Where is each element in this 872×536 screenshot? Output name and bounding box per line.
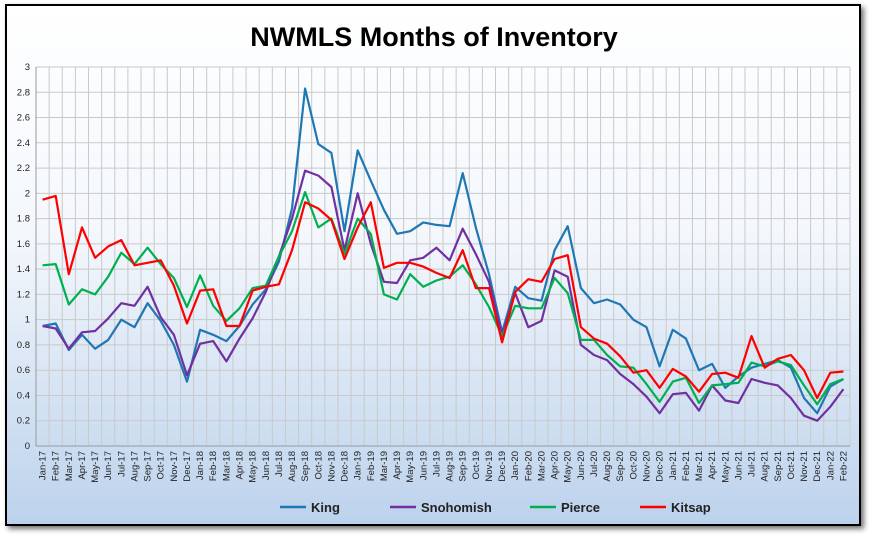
x-tick-label: Jan-17	[38, 451, 49, 480]
y-tick-label: 0	[25, 441, 30, 452]
legend-label-king: King	[311, 500, 340, 515]
x-tick-label: Aug-18	[287, 451, 298, 482]
x-tick-label: Oct-18	[313, 451, 324, 480]
x-tick-label: Jul-19	[431, 451, 442, 477]
series-line-pierce	[42, 191, 844, 406]
x-tick-label: May-18	[248, 451, 259, 483]
x-tick-label: Jun-18	[261, 451, 272, 480]
y-tick-label: 0.8	[17, 340, 30, 351]
y-tick-label: 2.4	[17, 138, 30, 149]
series-line-king	[42, 87, 844, 415]
x-tick-label: Jul-18	[274, 451, 285, 477]
x-tick-label: Feb-19	[366, 451, 377, 481]
x-tick-label: Aug-21	[760, 451, 771, 482]
x-tick-label: Apr-17	[77, 451, 88, 480]
chart-frame: NWMLS Months of Inventory 0 0.2 0.4 0.6 0.8 1…	[5, 4, 861, 526]
x-tick-label: Feb-18	[208, 451, 219, 481]
y-tick-label: 0.4	[17, 390, 30, 401]
x-tick-label: Jun-21	[733, 451, 744, 480]
x-tick-label: Dec-18	[340, 451, 351, 482]
x-tick-label: Jun-19	[418, 451, 429, 480]
x-tick-label: May-21	[720, 451, 731, 483]
x-tick-label: Aug-17	[129, 451, 140, 482]
y-tick-label: 1	[25, 315, 30, 326]
x-tick-label: Oct-20	[628, 451, 639, 480]
x-tick-label: Mar-17	[64, 451, 75, 481]
x-tick-label: Dec-21	[812, 451, 823, 482]
x-tick-label: Feb-20	[523, 451, 534, 481]
x-tick-label: Aug-20	[602, 451, 613, 482]
x-tick-label: Sep-18	[300, 451, 311, 482]
x-tick-label: May-17	[90, 451, 101, 483]
x-tick-label: Sep-20	[615, 451, 626, 482]
x-tick-label: May-20	[563, 451, 574, 483]
x-tick-label: Mar-20	[536, 451, 547, 481]
x-tick-label: Apr-20	[550, 451, 561, 480]
x-tick-label: Jun-17	[103, 451, 114, 480]
x-tick-label: Jan-18	[195, 451, 206, 480]
legend-label-kitsap: Kitsap	[671, 500, 711, 515]
y-tick-label: 0.6	[17, 365, 30, 376]
series-lines	[42, 87, 845, 422]
x-tick-label: Dec-17	[182, 451, 193, 482]
legend-label-pierce: Pierce	[561, 500, 600, 515]
x-tick-label: May-19	[405, 451, 416, 483]
x-tick-label: Mar-19	[379, 451, 390, 481]
x-tick-label: Mar-18	[221, 451, 232, 481]
x-tick-label: Oct-21	[786, 451, 797, 480]
x-tick-label: Jan-21	[668, 451, 679, 480]
x-tick-label: Mar-21	[694, 451, 705, 481]
x-tick-label: Nov-21	[799, 451, 810, 482]
y-tick-label: 2.2	[17, 163, 30, 174]
x-tick-label: Nov-17	[169, 451, 180, 482]
y-tick-label: 1.2	[17, 289, 30, 300]
x-tick-label: Sep-17	[143, 451, 154, 482]
x-tick-label: Feb-21	[681, 451, 692, 481]
x-tick-label: Dec-20	[655, 451, 666, 482]
line-chart: NWMLS Months of Inventory 0 0.2 0.4 0.6 0.8 1…	[17, 22, 851, 515]
x-tick-label: Nov-18	[326, 451, 337, 482]
x-tick-label: Sep-19	[458, 451, 469, 482]
x-tick-label: Oct-17	[156, 451, 167, 480]
y-tick-label: 0.2	[17, 416, 30, 427]
gridlines	[35, 66, 851, 447]
x-tick-label: Feb-17	[51, 451, 62, 481]
x-tick-label: Nov-19	[484, 451, 495, 482]
x-tick-label: Dec-19	[497, 451, 508, 482]
legend-label-snohomish: Snohomish	[421, 500, 492, 515]
x-tick-label: Jan-22	[825, 451, 836, 480]
y-tick-label: 1.6	[17, 239, 30, 250]
x-tick-label: Sep-21	[773, 451, 784, 482]
y-tick-label: 2.6	[17, 113, 30, 124]
x-tick-label: Aug-19	[445, 451, 456, 482]
y-tick-label: 2.8	[17, 87, 30, 98]
x-tick-label: Jul-17	[116, 451, 127, 477]
y-tick-label: 3	[25, 62, 30, 73]
x-tick-label: Jun-20	[576, 451, 587, 480]
chart-title: NWMLS Months of Inventory	[250, 22, 617, 52]
x-tick-label: Jul-20	[589, 451, 600, 477]
series-line-kitsap	[42, 194, 844, 400]
x-tick-label: Apr-21	[707, 451, 718, 480]
x-tick-label: Jul-21	[747, 451, 758, 477]
x-tick-label: Jan-19	[353, 451, 364, 480]
y-tick-label: 1.4	[17, 264, 30, 275]
x-tick-label: Feb-22	[838, 451, 849, 481]
x-tick-label: Apr-18	[235, 451, 246, 480]
x-tick-label: Oct-19	[471, 451, 482, 480]
x-tick-label: Nov-20	[642, 451, 653, 482]
y-tick-label: 1.8	[17, 214, 30, 225]
x-axis-tick-labels: Jan-17 Feb-17 Mar-17 Apr-17 May-17 Jun-17 Jul-…	[38, 451, 850, 483]
x-tick-label: Jan-20	[510, 451, 521, 480]
x-tick-label: Apr-19	[392, 451, 403, 480]
legend: King Snohomish Pierce Kitsap	[280, 500, 711, 515]
y-tick-label: 2	[25, 188, 30, 199]
y-axis-tick-labels: 0 0.2 0.4 0.6 0.8 1 1.2 1.4 1.6 1.8 2 2.2 2.4 2.6 2.8 3	[17, 62, 30, 452]
